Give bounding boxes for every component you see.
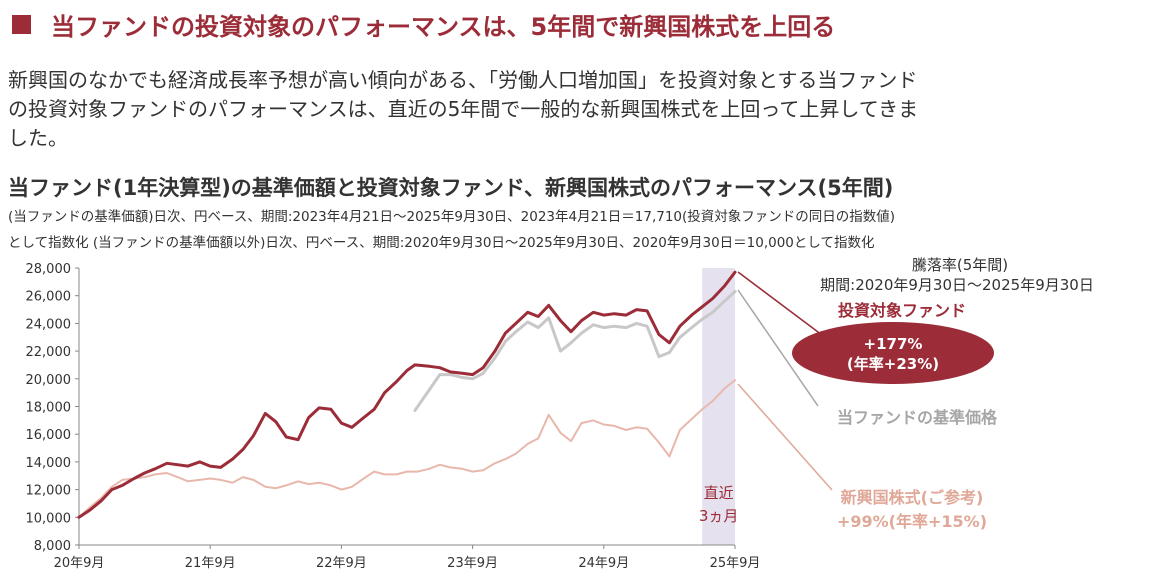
x-tick-label: 22年9月 xyxy=(316,556,367,571)
y-tick-label: 8,000 xyxy=(34,539,71,554)
y-tick-label: 16,000 xyxy=(26,428,72,443)
intro-line: した。 xyxy=(8,126,68,150)
emerging-label: 新興国株式(ご参考) xyxy=(841,488,984,507)
highlight-label: 直近 xyxy=(704,484,734,502)
y-tick-label: 18,000 xyxy=(26,401,72,416)
y-tick-label: 12,000 xyxy=(26,484,72,499)
chart-title: 当ファンド(1年決算型)の基準価額と投資対象ファンド、新興国株式のパフォーマンス… xyxy=(8,176,894,200)
connector-this-fund xyxy=(737,289,819,407)
target-fund-bubble xyxy=(792,322,994,384)
y-tick-label: 28,000 xyxy=(26,262,72,277)
this-fund-label: 当ファンドの基準価格 xyxy=(837,408,998,427)
chart-note: (当ファンドの基準価額)日次、円ベース、期間:2023年4月21日～2025年9… xyxy=(8,209,896,225)
page-title: 当ファンドの投資対象のパフォーマンスは、5年間で新興国株式を上回る xyxy=(51,12,836,41)
y-tick-label: 26,000 xyxy=(26,290,72,305)
period-title: 騰落率(5年間) xyxy=(912,256,1008,274)
emerging-return: +99%(年率+15%) xyxy=(837,512,987,531)
y-tick-label: 14,000 xyxy=(26,456,72,471)
series-line-target-fund xyxy=(77,270,737,519)
x-tick-label: 21年9月 xyxy=(185,556,236,571)
connector-emerging xyxy=(737,383,833,491)
intro-text: 新興国のなかでも経済成長率予想が高い傾向がある、「労働人口増加国」を投資対象とす… xyxy=(8,66,1118,153)
target-fund-return: +177% xyxy=(864,335,923,353)
series-line-emerging xyxy=(78,379,736,519)
x-tick-label: 23年9月 xyxy=(447,556,498,571)
header-square-icon xyxy=(12,14,31,34)
target-fund-annual: (年率+23%) xyxy=(847,355,939,373)
y-tick-label: 20,000 xyxy=(26,373,72,388)
intro-line: の投資対象ファンドのパフォーマンスは、直近の5年間で一般的な新興国株式を上回って… xyxy=(8,97,919,121)
period-range: 期間:2020年9月30日～2025年9月30日 xyxy=(820,276,1094,294)
y-tick-label: 10,000 xyxy=(26,511,72,526)
connector-target-fund xyxy=(737,271,827,339)
header: 当ファンドの投資対象のパフォーマンスは、5年間で新興国株式を上回る xyxy=(8,6,835,42)
y-tick-label: 22,000 xyxy=(26,345,72,360)
target-fund-label: 投資対象ファンド xyxy=(838,301,966,320)
intro-line: 新興国のなかでも経済成長率予想が高い傾向がある、「労働人口増加国」を投資対象とす… xyxy=(8,68,918,92)
x-tick-label: 25年9月 xyxy=(710,556,761,571)
highlight-label: 3ヵ月 xyxy=(699,507,739,525)
series-line-this-fund xyxy=(413,290,737,412)
x-tick-label: 20年9月 xyxy=(54,556,105,571)
x-tick-label: 24年9月 xyxy=(578,556,629,571)
y-tick-label: 24,000 xyxy=(26,317,72,332)
chart-note: として指数化 (当ファンドの基準価額以外)日次、円ベース、期間:2020年9月3… xyxy=(8,235,875,251)
